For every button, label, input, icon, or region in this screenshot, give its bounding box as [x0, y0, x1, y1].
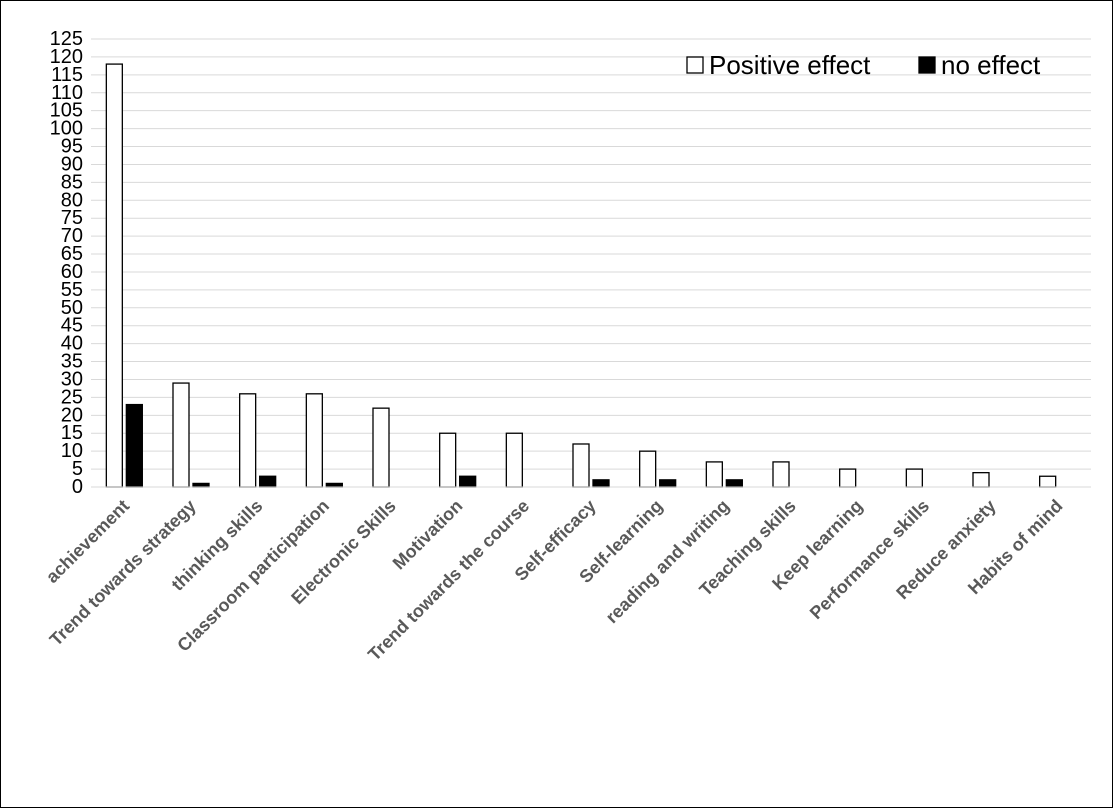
y-tick-label: 10	[61, 440, 83, 462]
y-tick-label: 65	[61, 243, 83, 265]
gridlines	[91, 38, 1091, 488]
y-tick-label: 50	[61, 297, 83, 319]
legend-label-no-effect: no effect	[941, 50, 1041, 80]
y-tick-label: 100	[50, 118, 83, 140]
y-tick-label: 55	[61, 279, 83, 301]
y-tick-label: 5	[72, 458, 83, 480]
y-tick-label: 80	[61, 189, 83, 211]
y-tick-label: 40	[61, 333, 83, 355]
bar-no-effect	[192, 482, 210, 488]
bar-positive-effect	[572, 443, 590, 488]
y-tick-label: 115	[51, 64, 83, 86]
y-tick-label: 15	[61, 422, 83, 444]
y-tick-label: 95	[61, 136, 83, 158]
bar-positive-effect	[439, 432, 457, 488]
bar-no-effect	[659, 479, 677, 488]
y-tick-label: 75	[61, 207, 83, 229]
legend-swatch-positive-effect	[686, 56, 704, 74]
bar-no-effect	[592, 479, 610, 488]
bar-positive-effect	[972, 472, 990, 488]
bar-positive-effect	[505, 432, 523, 488]
y-tick-label: 0	[72, 476, 83, 498]
bar-positive-effect	[105, 63, 123, 488]
bar-no-effect	[459, 475, 477, 488]
y-tick-label: 125	[50, 28, 83, 50]
bar-positive-effect	[305, 393, 323, 488]
bar-positive-effect	[839, 468, 857, 488]
y-tick-label: 105	[50, 100, 83, 122]
y-tick-label: 90	[61, 153, 83, 175]
bars	[105, 63, 1057, 488]
y-tick-label: 60	[61, 261, 83, 283]
y-tick-label: 35	[61, 351, 83, 373]
bar-positive-effect	[905, 468, 923, 488]
y-tick-label: 20	[61, 404, 83, 426]
bar-positive-effect	[639, 450, 657, 488]
legend: Positive effect no effect	[686, 50, 1041, 80]
y-tick-label: 110	[51, 82, 83, 104]
y-tick-label: 70	[61, 225, 83, 247]
x-tick-label: reading and writing	[602, 496, 734, 628]
bar-no-effect	[325, 482, 343, 488]
bar-positive-effect	[239, 393, 257, 488]
y-tick-label: 25	[61, 386, 83, 408]
y-tick-label: 120	[50, 46, 83, 68]
y-tick-label: 45	[61, 315, 83, 337]
y-tick-label: 30	[61, 368, 83, 390]
bar-no-effect	[259, 475, 277, 488]
bar-no-effect	[125, 403, 143, 488]
y-axis: 0510152025303540455055606570758085909510…	[50, 28, 83, 498]
bar-positive-effect	[772, 461, 790, 488]
x-tick-label: Performance skills	[806, 496, 933, 623]
bar-positive-effect	[705, 461, 723, 488]
bar-positive-effect	[172, 382, 190, 488]
legend-swatch-no-effect	[918, 56, 936, 74]
y-tick-label: 85	[61, 171, 83, 193]
legend-label-positive-effect: Positive effect	[709, 50, 871, 80]
bar-positive-effect	[372, 407, 390, 488]
bar-no-effect	[725, 479, 743, 488]
bar-positive-effect	[1039, 475, 1057, 488]
